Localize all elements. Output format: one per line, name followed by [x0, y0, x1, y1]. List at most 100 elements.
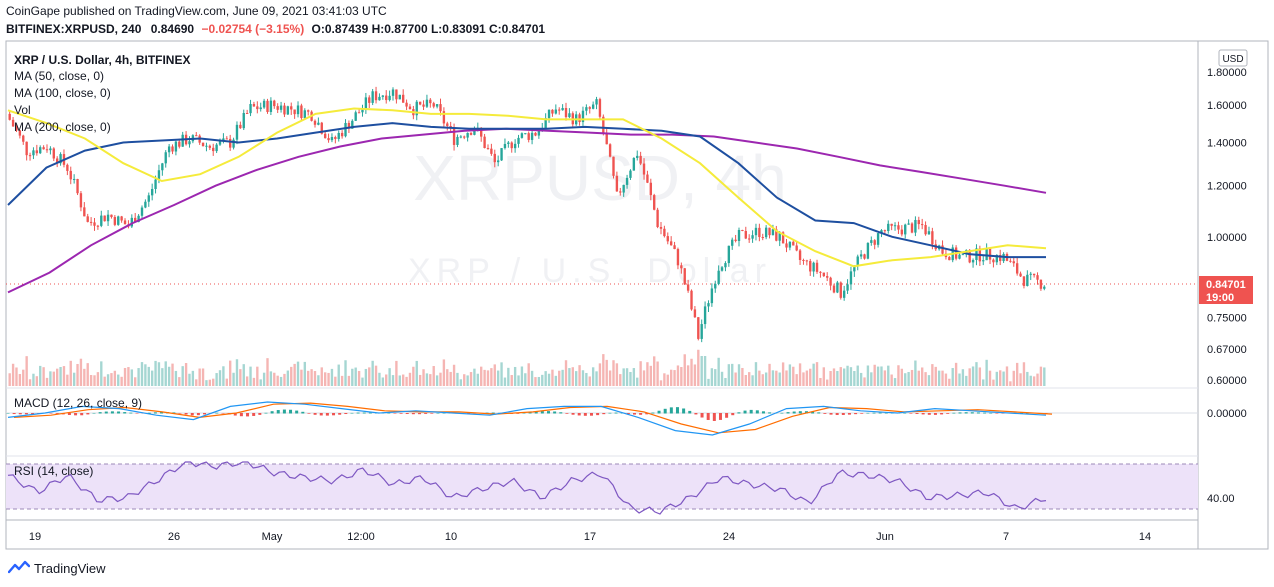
- candle-body: [768, 227, 771, 236]
- candle-body: [55, 158, 59, 164]
- macd-histogram-bar: [74, 413, 78, 416]
- candle-body: [927, 231, 931, 235]
- candle-body: [693, 309, 697, 318]
- price-axis-tick: 1.60000: [1207, 100, 1247, 112]
- price-axis-tick: 0.75000: [1207, 312, 1247, 324]
- candle-body: [422, 104, 425, 107]
- macd-histogram-bar: [98, 412, 102, 414]
- volume-bar: [771, 370, 775, 386]
- candle-body: [296, 105, 300, 115]
- volume-bar: [72, 372, 76, 386]
- macd-series: [6, 401, 1053, 436]
- candle-body: [842, 290, 846, 298]
- time-axis[interactable]: 19 26 May 12:00 10 17 24 Jun 7 14: [29, 531, 1151, 543]
- candle-body: [758, 227, 761, 238]
- volume-bar: [1022, 362, 1026, 386]
- currency-button-label: USD: [1222, 54, 1243, 65]
- candle-body: [866, 242, 870, 259]
- volume-bar: [66, 374, 69, 386]
- volume-bar: [527, 363, 530, 386]
- volume-bar: [629, 371, 632, 386]
- candle-body: [52, 148, 55, 159]
- macd-histogram-bar: [117, 411, 121, 414]
- price-tag-countdown: 19:00: [1206, 292, 1234, 304]
- candle-body: [676, 249, 680, 266]
- volume-bar: [639, 361, 642, 386]
- volume-bar: [775, 370, 778, 386]
- candle-body: [948, 257, 951, 261]
- price-axis[interactable]: 1.80000 1.60000 1.40000 1.20000 1.00000 0.750…: [1207, 67, 1247, 505]
- price-tag-value: 0.84701: [1206, 279, 1246, 291]
- candle-body: [323, 133, 327, 139]
- volume-bar: [273, 372, 276, 386]
- candle-body: [649, 182, 653, 196]
- tradingview-logo-icon[interactable]: [8, 560, 30, 574]
- candle-body: [388, 95, 391, 101]
- volume-bar: [636, 377, 639, 386]
- volume-bar: [239, 369, 242, 386]
- candle-body: [931, 231, 934, 245]
- volume-bar: [513, 366, 517, 386]
- candle-body: [347, 122, 351, 129]
- candle-body: [15, 126, 18, 131]
- currency-button[interactable]: [1218, 49, 1248, 67]
- candle-body: [174, 141, 178, 152]
- macd-histogram-bar: [491, 412, 495, 414]
- macd-histogram-bar: [289, 409, 293, 414]
- volume-bar: [924, 372, 927, 386]
- candle-body: [408, 106, 412, 110]
- macd-histogram-bar: [626, 413, 630, 415]
- candle-body: [785, 243, 788, 248]
- candle-body: [710, 288, 714, 304]
- candle-body: [327, 138, 330, 141]
- macd-histogram-bar: [614, 412, 618, 414]
- candle-body: [1026, 274, 1029, 286]
- volume-bar: [351, 368, 354, 386]
- macd-histogram-bar: [252, 413, 256, 416]
- price-axis-tick: 1.40000: [1207, 137, 1247, 149]
- macd-histogram-bar: [411, 413, 415, 415]
- volume-bar: [327, 372, 330, 386]
- macd-histogram-bar: [319, 413, 323, 416]
- volume-bar: [768, 363, 771, 386]
- volume-bar: [1039, 366, 1043, 386]
- candle-body: [228, 138, 232, 148]
- candle-body: [307, 110, 310, 112]
- macd-histogram-bar: [755, 410, 759, 414]
- candle-body: [368, 97, 371, 103]
- candle-body: [832, 285, 836, 293]
- volume-bar: [724, 377, 727, 386]
- volume-bar: [181, 366, 184, 386]
- candle-body: [727, 245, 731, 264]
- tradingview-brand[interactable]: TradingView: [34, 561, 106, 576]
- macd-histogram-bar: [534, 411, 538, 414]
- candle-body: [123, 220, 127, 225]
- candle-body: [486, 148, 490, 150]
- candle-body: [25, 141, 28, 156]
- candle-body: [500, 148, 503, 161]
- candle-body: [442, 111, 446, 124]
- volume-bar: [707, 378, 710, 386]
- candle-body: [856, 256, 859, 267]
- volume-bar: [283, 373, 286, 386]
- volume-bar: [876, 366, 880, 386]
- candle-body: [446, 123, 449, 127]
- rsi-line: [7, 461, 1047, 515]
- macd-signal-line: [13, 402, 1053, 434]
- volume-bar: [965, 375, 968, 386]
- candle-body: [1019, 273, 1022, 277]
- candle-body: [920, 224, 924, 226]
- candle-body: [591, 104, 595, 109]
- volume-bar: [429, 374, 432, 386]
- volume-bar: [615, 363, 619, 386]
- volume-bar: [473, 368, 476, 386]
- candle-body: [354, 112, 357, 121]
- volume-bar: [150, 370, 154, 386]
- volume-bar: [802, 372, 805, 386]
- volume-bar: [256, 366, 259, 386]
- volume-bar: [853, 370, 856, 386]
- volume-bar: [408, 372, 412, 386]
- candle-body: [242, 113, 245, 129]
- volume-bar: [1029, 375, 1032, 386]
